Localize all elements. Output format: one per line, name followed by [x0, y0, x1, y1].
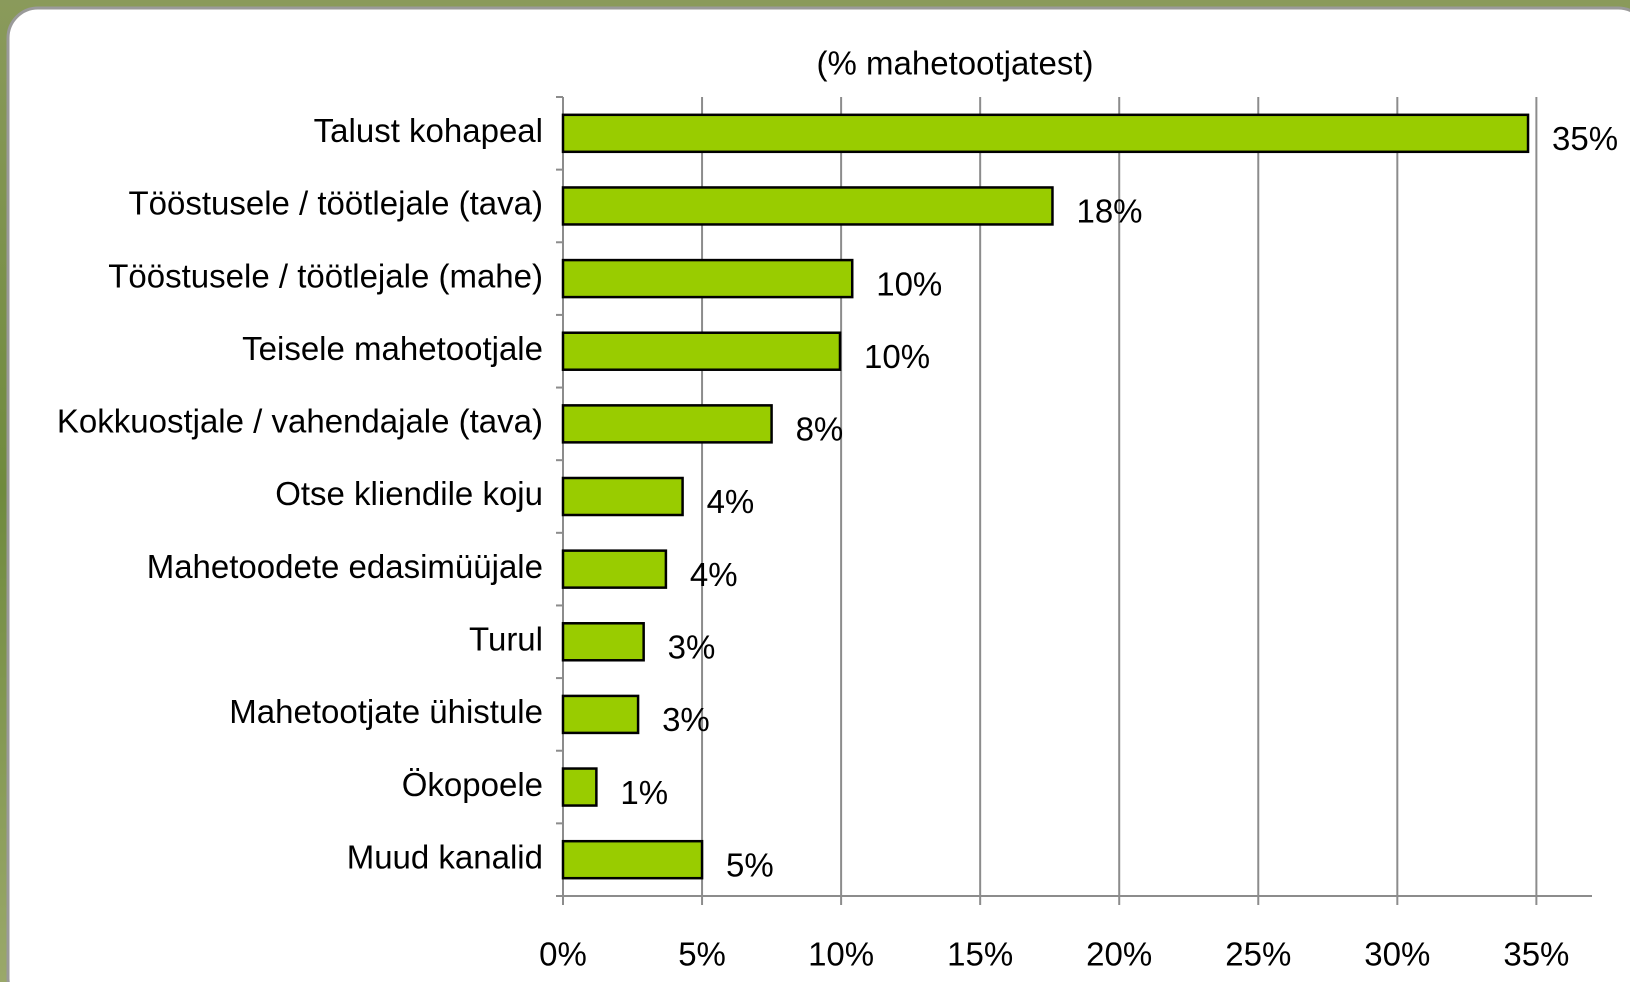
value-label: 4% — [690, 556, 738, 593]
chart: (% mahetootjatest) 0% 5% 10% 15% 20% 25% 30% 35… — [0, 0, 1630, 982]
x-tick-label: 10% — [808, 936, 874, 973]
value-label: 1% — [620, 774, 668, 811]
bar — [563, 115, 1528, 152]
value-label: 5% — [726, 846, 774, 883]
x-tick-label: 25% — [1225, 936, 1291, 973]
x-tick-label: 0% — [539, 936, 587, 973]
y-tick-label: Teisele mahetootjale — [242, 330, 543, 367]
value-label: 18% — [1076, 193, 1142, 230]
value-label: 10% — [876, 265, 942, 302]
y-tick-label: Mahetootjate ühistule — [229, 693, 543, 730]
y-tick-label: Kokkuostjale / vahendajale (tava) — [57, 403, 543, 440]
value-label: 3% — [668, 628, 716, 665]
y-tick-label: Muud kanalid — [347, 838, 543, 875]
x-tick-label: 30% — [1364, 936, 1430, 973]
bar — [563, 551, 666, 588]
value-label: 8% — [796, 411, 844, 448]
x-tick-label: 35% — [1503, 936, 1569, 973]
value-label: 3% — [662, 701, 710, 738]
bar — [563, 841, 702, 878]
y-tick-label: Otse kliendile koju — [275, 475, 543, 512]
x-tick-label: 15% — [947, 936, 1013, 973]
bar — [563, 478, 683, 515]
bar — [563, 333, 840, 370]
panel — [8, 8, 1630, 982]
x-tick-label: 20% — [1086, 936, 1152, 973]
bar — [563, 769, 596, 806]
bar — [563, 696, 638, 733]
x-tick-label: 5% — [678, 936, 726, 973]
value-label: 10% — [864, 338, 930, 375]
y-tick-label: Talust kohapeal — [314, 112, 543, 149]
chart-title: (% mahetootjatest) — [817, 45, 1094, 82]
y-tick-label: Turul — [469, 620, 543, 657]
y-tick-label: Mahetoodete edasimüüjale — [147, 548, 543, 585]
y-tick-label: Tööstusele / töötlejale (tava) — [128, 185, 543, 222]
value-label: 4% — [707, 483, 755, 520]
bar — [563, 405, 772, 442]
y-tick-label: Ökopoele — [402, 766, 543, 803]
value-label: 35% — [1552, 120, 1618, 157]
bar — [563, 623, 644, 660]
y-tick-label: Tööstusele / töötlejale (mahe) — [108, 257, 543, 294]
bar — [563, 187, 1052, 224]
bar — [563, 260, 852, 297]
